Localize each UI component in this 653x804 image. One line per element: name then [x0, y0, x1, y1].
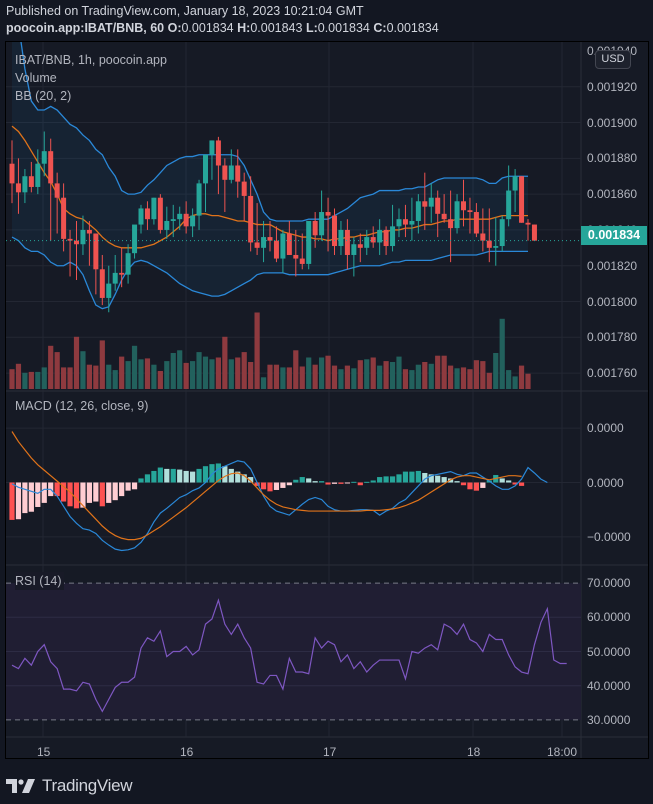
symbol-label: poocoin.app:IBAT/BNB, 60 [6, 21, 165, 35]
main-pane-legend: IBAT/BNB, 1h, poocoin.app Volume BB (20,… [15, 51, 167, 105]
macd-axis-label: −0.0000 [587, 529, 631, 544]
close-value: 0.001834 [386, 21, 439, 35]
currency-button[interactable]: USD [595, 50, 631, 69]
rsi-axis-label: 60.0000 [587, 610, 631, 625]
volume-legend[interactable]: Volume [15, 71, 57, 85]
price-axis-label: 0.001760 [587, 366, 638, 381]
price-axis-label: 0.001820 [587, 258, 638, 273]
low-value: 0.001834 [317, 21, 370, 35]
time-axis-label: 18 [467, 745, 481, 759]
price-axis-label: 0.001880 [587, 151, 638, 166]
price-axis-label: 0.001920 [587, 79, 638, 94]
price-axis-label: 0.001780 [587, 330, 638, 345]
rsi-axis-label: 30.0000 [587, 712, 631, 727]
symbol-legend[interactable]: IBAT/BNB, 1h, poocoin.app [15, 53, 167, 67]
rsi-legend[interactable]: RSI (14) [15, 572, 64, 590]
tradingview-logo-icon [6, 779, 35, 793]
rsi-axis-label: 50.0000 [587, 644, 631, 659]
high-value: 0.001843 [250, 21, 303, 35]
rsi-axis-label: 70.0000 [587, 576, 631, 591]
time-axis-label: 18:00 [547, 745, 578, 759]
bb-legend[interactable]: BB (20, 2) [15, 89, 72, 103]
ohlc-line: poocoin.app:IBAT/BNB, 60 O:0.001834 H:0.… [6, 21, 439, 35]
macd-axis-label: 0.0000 [587, 421, 624, 436]
macd-legend[interactable]: MACD (12, 26, close, 9) [15, 399, 149, 413]
time-axis-label: 17 [323, 745, 337, 759]
last-price-tag: 0.001834 [581, 226, 647, 245]
time-axis-label: 15 [37, 745, 51, 759]
brand-name: TradingView [42, 776, 133, 795]
rsi-axis-label: 40.0000 [587, 678, 631, 693]
price-axis-label: 0.001860 [587, 187, 638, 202]
chart-canvas[interactable] [6, 42, 648, 758]
published-line: Published on TradingView.com, January 18… [6, 4, 364, 18]
price-axis-label: 0.001800 [587, 294, 638, 309]
time-axis-label: 16 [180, 745, 194, 759]
macd-axis-label: 0.0000 [587, 475, 624, 490]
chart-frame[interactable] [5, 41, 649, 759]
price-axis-label: 0.001900 [587, 115, 638, 130]
open-value: 0.001834 [181, 21, 234, 35]
tradingview-brand[interactable]: TradingView [6, 776, 133, 796]
